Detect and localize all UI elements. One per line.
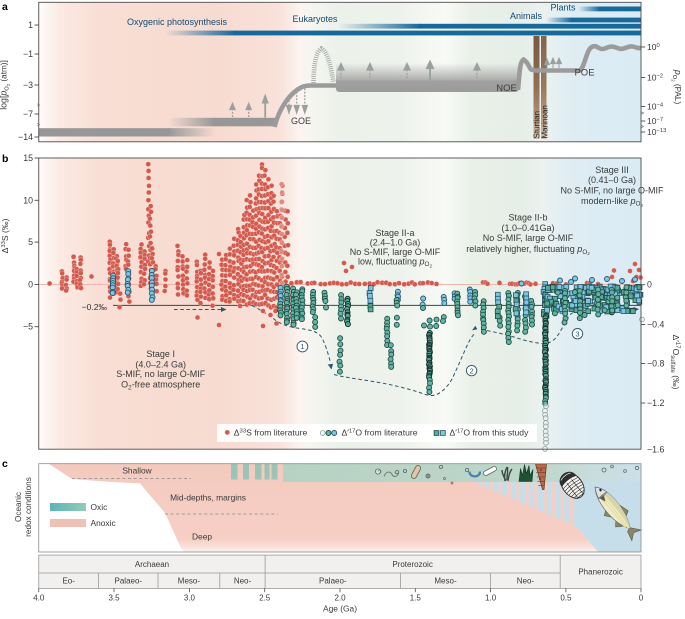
svg-text:S-MIF, no large O-MIF: S-MIF, no large O-MIF	[116, 369, 206, 379]
svg-text:a: a	[2, 1, 8, 13]
svg-text:15: 15	[23, 153, 33, 163]
svg-text:Oxygenic photosynthesis: Oxygenic photosynthesis	[127, 17, 228, 27]
svg-text:Neo-: Neo-	[234, 577, 252, 586]
svg-text:(0.41–0 Ga): (0.41–0 Ga)	[588, 175, 636, 185]
svg-text:Mid-depths, margins: Mid-depths, margins	[170, 493, 246, 503]
svg-text:−1: −1	[23, 49, 33, 59]
svg-text:Plants: Plants	[550, 3, 576, 13]
svg-text:1: 1	[28, 20, 33, 30]
svg-text:Anoxic: Anoxic	[91, 518, 116, 528]
svg-text:10−4: 10−4	[647, 102, 664, 112]
svg-text:relatively higher, fluctuating: relatively higher, fluctuating pO2	[466, 244, 590, 256]
svg-text:NOE: NOE	[496, 83, 517, 94]
svg-text:Δ33S (‰): Δ33S (‰)	[0, 219, 10, 254]
svg-text:No S-MIF, no large O-MIF: No S-MIF, no large O-MIF	[560, 186, 664, 196]
svg-text:Meso-: Meso-	[434, 577, 457, 586]
svg-text:10: 10	[23, 195, 33, 205]
svg-text:Stage I: Stage I	[146, 349, 175, 359]
svg-text:Stage II-a: Stage II-a	[375, 228, 414, 238]
svg-text:10−2: 10−2	[647, 73, 663, 83]
svg-text:(2.4–1.0 Ga): (2.4–1.0 Ga)	[370, 237, 421, 247]
svg-text:−0.2‰: −0.2‰	[82, 302, 108, 312]
svg-text:0.5: 0.5	[560, 594, 572, 603]
svg-text:Animals: Animals	[510, 11, 543, 21]
svg-text:10−13: 10−13	[647, 127, 666, 137]
svg-text:modern-like pO2: modern-like pO2	[581, 196, 643, 208]
svg-text:Phanerozoic: Phanerozoic	[578, 568, 622, 577]
svg-text:Shallow: Shallow	[122, 466, 152, 476]
svg-text:3: 3	[575, 329, 579, 338]
svg-text:No S-MIF, large O-MIF: No S-MIF, large O-MIF	[483, 233, 574, 243]
svg-text:10−7: 10−7	[647, 116, 663, 126]
svg-text:3.5: 3.5	[108, 594, 120, 603]
svg-text:Age (Ga): Age (Ga)	[323, 604, 357, 614]
svg-text:Eo-: Eo-	[62, 577, 75, 586]
svg-text:−7: −7	[23, 109, 33, 119]
svg-text:Palaeo-: Palaeo-	[319, 577, 347, 586]
svg-text:b: b	[2, 153, 8, 165]
svg-text:Neo-: Neo-	[517, 577, 535, 586]
svg-text:0: 0	[28, 280, 33, 290]
svg-text:5: 5	[28, 237, 33, 247]
svg-text:Stage III: Stage III	[595, 165, 629, 175]
svg-text:Oxic: Oxic	[91, 502, 108, 512]
svg-text:pO2 (PAL): pO2 (PAL)	[671, 69, 684, 105]
svg-text:No S-MIF, large O-MIF: No S-MIF, large O-MIF	[350, 247, 441, 257]
svg-text:Proterozoic: Proterozoic	[392, 560, 432, 569]
svg-text:Archaean: Archaean	[135, 560, 169, 569]
svg-text:Oceanic: Oceanic	[14, 492, 23, 522]
svg-text:2.0: 2.0	[334, 594, 346, 603]
svg-text:0: 0	[647, 280, 652, 290]
svg-text:Δ′17O from this study: Δ′17O from this study	[450, 427, 530, 437]
svg-text:−0.4: −0.4	[647, 320, 664, 330]
svg-text:Δ33S from literature: Δ33S from literature	[234, 427, 308, 437]
svg-text:−1.2: −1.2	[647, 398, 664, 408]
svg-text:Eukaryotes: Eukaryotes	[292, 14, 338, 24]
svg-text:Deep: Deep	[192, 532, 212, 542]
svg-text:1.5: 1.5	[410, 594, 422, 603]
svg-text:0: 0	[639, 594, 644, 603]
svg-text:log[pO2 (atm)]: log[pO2 (atm)]	[0, 60, 11, 110]
svg-text:−0.8: −0.8	[647, 359, 664, 369]
svg-text:c: c	[2, 458, 8, 470]
svg-text:Meso-: Meso-	[178, 577, 201, 586]
svg-text:4.0: 4.0	[33, 594, 45, 603]
svg-text:−14: −14	[18, 132, 33, 142]
svg-text:−5: −5	[23, 322, 33, 332]
svg-text:1: 1	[300, 342, 304, 351]
svg-text:POE: POE	[574, 68, 594, 79]
svg-text:Sturtian: Sturtian	[533, 111, 542, 139]
svg-text:Δ′17O from literature: Δ′17O from literature	[342, 427, 418, 437]
svg-text:GOE: GOE	[291, 116, 311, 126]
svg-text:Stage II-b: Stage II-b	[508, 213, 547, 223]
svg-text:Palaeo-: Palaeo-	[115, 577, 143, 586]
svg-text:low, fluctuating pO2: low, fluctuating pO2	[358, 256, 432, 268]
svg-text:(4.0–2.4 Ga): (4.0–2.4 Ga)	[135, 359, 186, 369]
svg-text:3.0: 3.0	[184, 594, 196, 603]
svg-text:(1.0–0.41Ga): (1.0–0.41Ga)	[501, 223, 554, 233]
svg-text:O2-free atmosphere: O2-free atmosphere	[121, 380, 200, 392]
svg-text:1.0: 1.0	[485, 594, 497, 603]
svg-text:100: 100	[647, 42, 660, 52]
svg-text:redox conditions: redox conditions	[24, 477, 33, 537]
svg-text:−1.6: −1.6	[647, 444, 664, 454]
svg-text:Marinoan: Marinoan	[541, 105, 550, 138]
svg-text:−3: −3	[23, 80, 33, 90]
svg-text:Δ′17Osulfate (‰): Δ′17Osulfate (‰)	[669, 335, 681, 390]
svg-text:2.5: 2.5	[259, 594, 271, 603]
svg-text:2: 2	[470, 366, 474, 375]
